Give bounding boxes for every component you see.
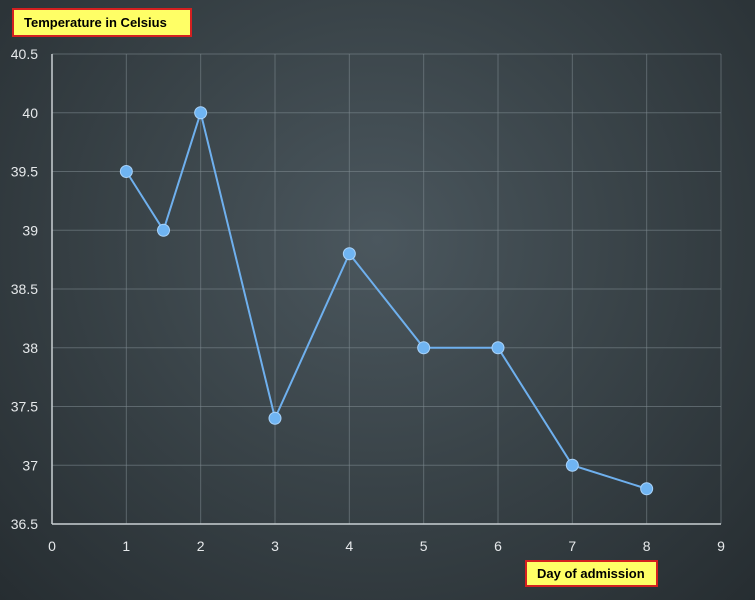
y-tick-label: 38: [22, 340, 38, 356]
grid: [52, 53, 722, 524]
tick-labels: 0 1 2 3 4 5 6 7 8 9 36.5 37 37.5 38 38.5 39 39.5 40 40.5: [11, 46, 725, 554]
data-point: [640, 482, 654, 496]
data-point: [565, 458, 579, 472]
data-point: [342, 247, 356, 261]
y-tick-label: 38.5: [11, 281, 38, 297]
data-point: [417, 341, 431, 355]
x-tick-label: 4: [345, 538, 353, 554]
y-axis-title: Temperature in Celsius: [12, 8, 192, 37]
y-tick-label: 40.5: [11, 46, 38, 62]
x-tick-label: 6: [494, 538, 502, 554]
axes: [51, 54, 721, 525]
y-tick-label: 39: [22, 222, 38, 238]
data-point: [194, 106, 208, 120]
y-tick-label: 39.5: [11, 164, 38, 180]
y-tick-label: 37.5: [11, 399, 38, 415]
x-tick-label: 0: [48, 538, 56, 554]
x-tick-label: 1: [122, 538, 130, 554]
x-tick-label: 9: [717, 538, 725, 554]
y-tick-label: 36.5: [11, 516, 38, 532]
x-tick-label: 7: [568, 538, 576, 554]
y-tick-label: 40: [22, 105, 38, 121]
x-tick-label: 2: [197, 538, 205, 554]
x-tick-label: 3: [271, 538, 279, 554]
x-tick-label: 5: [420, 538, 428, 554]
x-tick-label: 8: [643, 538, 651, 554]
data-point: [157, 223, 170, 237]
data-series: [119, 106, 654, 496]
data-point: [119, 165, 133, 178]
data-point: [268, 411, 282, 425]
data-point: [491, 341, 505, 355]
series-line: [125, 109, 647, 490]
x-axis-title: Day of admission: [525, 560, 658, 587]
y-tick-label: 37: [22, 457, 38, 473]
